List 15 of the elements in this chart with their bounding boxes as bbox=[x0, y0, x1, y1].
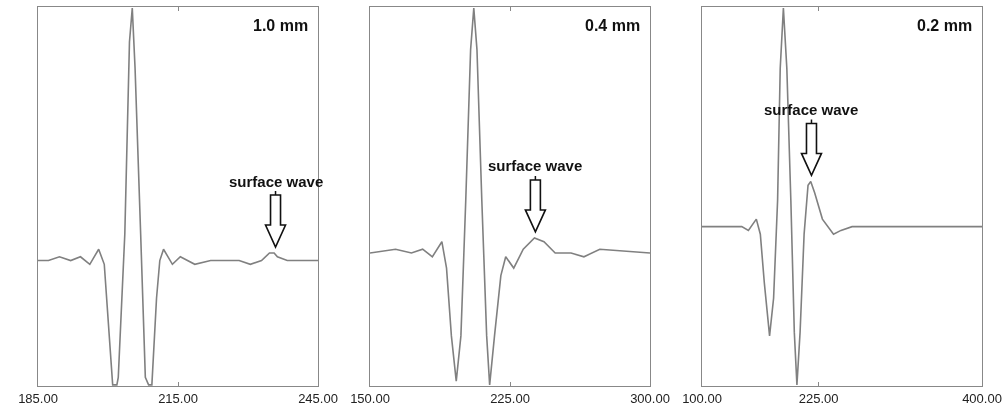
x-tick-label: 150.00 bbox=[350, 390, 390, 406]
x-tick-label: 400.00 bbox=[962, 390, 1002, 406]
x-tick-label: 225.00 bbox=[798, 390, 839, 406]
text: 1.0 mm bbox=[253, 17, 309, 34]
annotation: surface wave bbox=[764, 101, 859, 118]
x-tick-label: 245.00 bbox=[298, 390, 338, 406]
x-tick-label: 215.00 bbox=[158, 390, 198, 406]
annotation: surface wave bbox=[229, 173, 324, 190]
text: 0.4 mm bbox=[585, 17, 641, 34]
x-tick-label: 100.00 bbox=[682, 390, 722, 406]
text: 0.2 mm bbox=[917, 17, 973, 34]
x-tick-label: 300.00 bbox=[630, 390, 670, 406]
annotation: surface wave bbox=[488, 157, 583, 174]
x-tick-label: 225.00 bbox=[490, 390, 530, 406]
x-tick-label: 185.00 bbox=[18, 390, 58, 406]
